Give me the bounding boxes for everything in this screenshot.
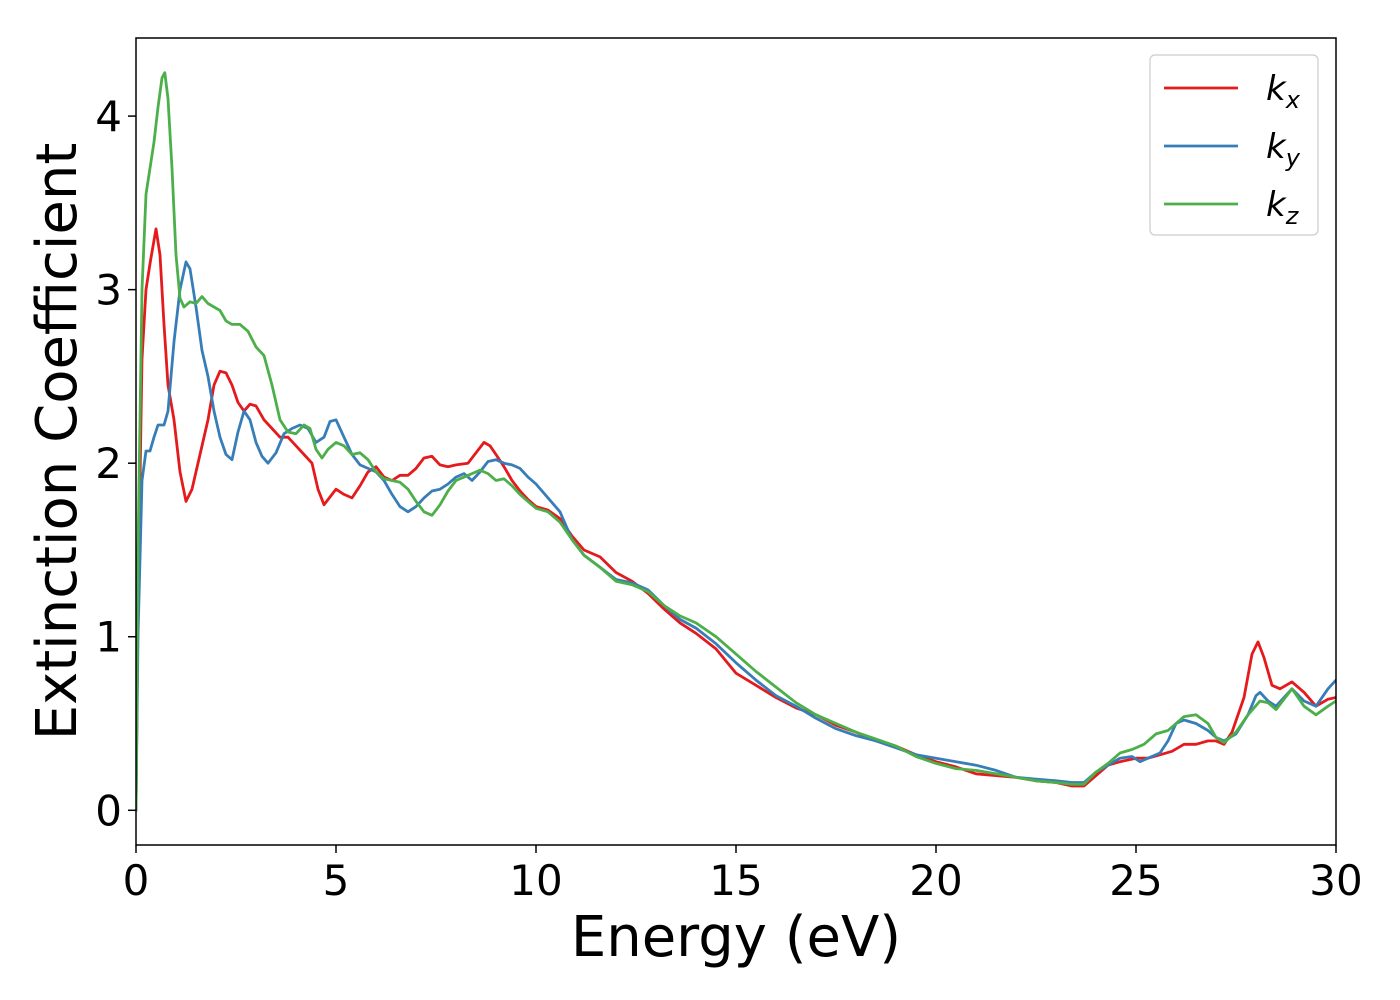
legend-label-ky: ky <box>1266 127 1301 172</box>
legend-label-kx: kx <box>1266 69 1301 114</box>
y-tick-label-1: 1 <box>95 613 122 662</box>
series-line-ky <box>136 260 1336 812</box>
series-layer <box>136 71 1336 812</box>
x-tick-label-25: 25 <box>1109 856 1162 905</box>
y-tick-label-0: 0 <box>95 786 122 835</box>
x-tick-label-0: 0 <box>123 856 150 905</box>
y-axis-ticks: 0 1 2 3 4 <box>95 92 136 835</box>
y-tick-label-2: 2 <box>95 439 122 488</box>
x-tick-label-30: 30 <box>1309 856 1362 905</box>
legend-subscript-kx: x <box>1285 86 1301 114</box>
y-axis-title: Extinction Coefficient <box>25 143 90 741</box>
x-tick-label-20: 20 <box>909 856 962 905</box>
y-tick-label-4: 4 <box>95 92 122 141</box>
series-line-kx <box>136 227 1336 812</box>
y-tick-label-3: 3 <box>95 266 122 315</box>
x-tick-label-10: 10 <box>509 856 562 905</box>
legend-subscript-kz: z <box>1285 202 1300 230</box>
x-tick-label-15: 15 <box>709 856 762 905</box>
legend-subscript-ky: y <box>1285 144 1301 172</box>
x-axis-ticks: 0 5 10 15 20 25 30 <box>123 845 1363 905</box>
series-line-kz <box>136 71 1336 812</box>
x-tick-label-5: 5 <box>323 856 350 905</box>
x-axis-title: Energy (eV) <box>571 905 901 970</box>
